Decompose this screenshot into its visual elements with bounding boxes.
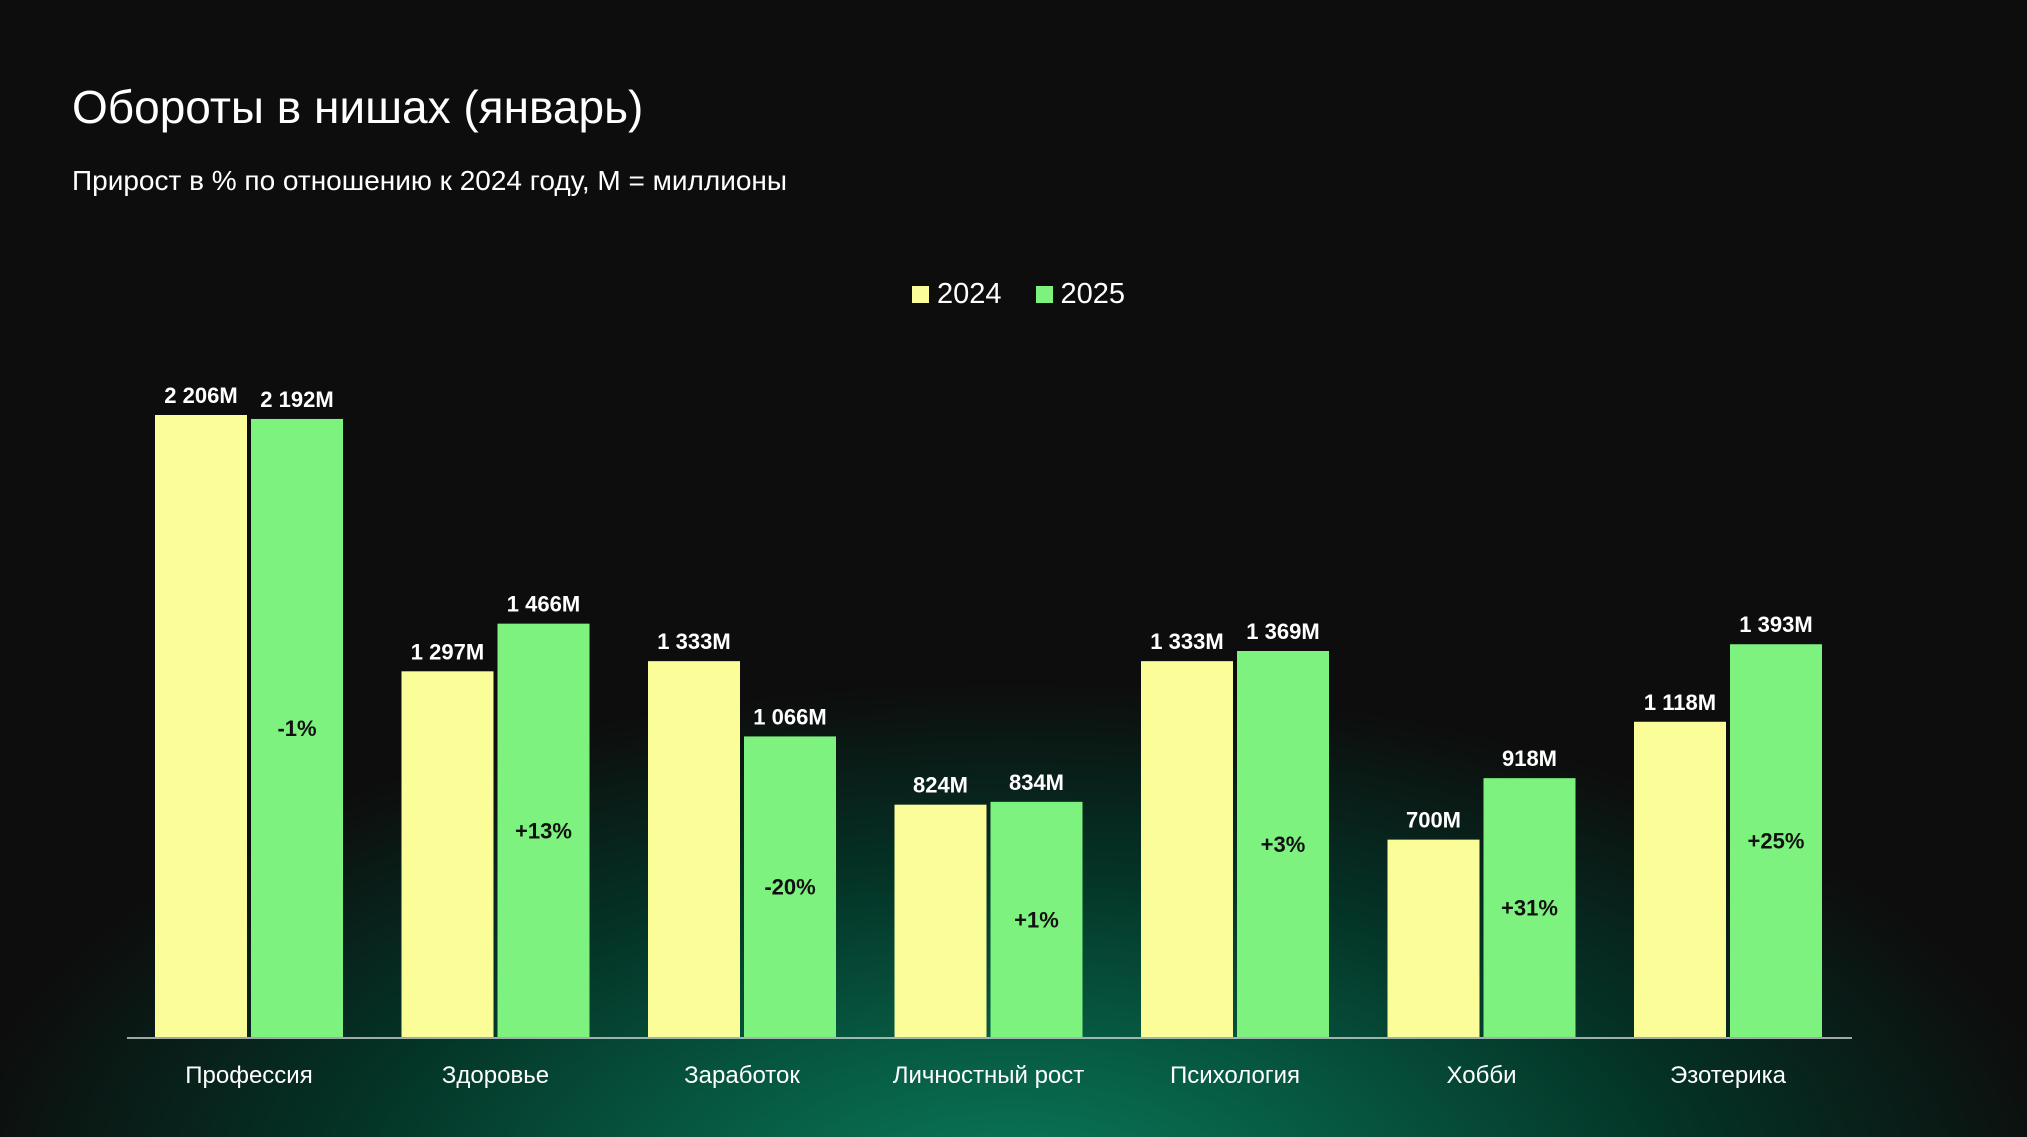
category-label-3: Личностный рост: [893, 1062, 1085, 1089]
bar-2025-4: [1237, 650, 1329, 1037]
category-label-6: Эзотерика: [1670, 1062, 1787, 1089]
bar-2024-3: [894, 804, 987, 1037]
bar-2025-3: [990, 801, 1083, 1037]
bar-2024-5: [1387, 839, 1480, 1037]
category-label-4: Психология: [1170, 1062, 1300, 1089]
value-label-2024-3: 824M: [913, 773, 968, 798]
legend-swatch-2024: [912, 286, 929, 303]
growth-label-1: +13%: [515, 818, 572, 843]
bar-2025-0: [251, 418, 343, 1038]
value-label-2024-2: 1 333M: [657, 629, 730, 654]
legend-swatch-2025: [1035, 286, 1053, 303]
value-label-2025-3: 834M: [1009, 770, 1064, 795]
bar-2024-1: [401, 671, 494, 1037]
legend-label-2025: 2025: [1060, 278, 1126, 310]
chart-subtitle: Прирост в % по отношению к 2024 году, M …: [72, 165, 788, 196]
value-label-2024-4: 1 333M: [1150, 629, 1223, 654]
value-label-2024-1: 1 297M: [411, 639, 484, 664]
bar-2024-0: [155, 415, 247, 1037]
category-label-5: Хобби: [1447, 1062, 1517, 1089]
value-label-2024-5: 700M: [1406, 808, 1461, 833]
growth-label-0: -1%: [277, 716, 316, 741]
growth-label-4: +3%: [1261, 832, 1306, 857]
value-label-2025-6: 1 393M: [1739, 612, 1812, 637]
value-label-2025-0: 2 192M: [260, 387, 333, 412]
legend-item-2024: 2024: [912, 278, 1002, 311]
value-label-2025-2: 1 066M: [753, 704, 826, 729]
category-label-0: Профессия: [185, 1062, 312, 1089]
bar-2025-5: [1483, 778, 1576, 1037]
bar-2025-6: [1730, 644, 1822, 1037]
growth-label-2: -20%: [764, 875, 815, 900]
bar-2025-2: [744, 736, 836, 1037]
bar-2024-2: [648, 661, 740, 1037]
category-label-2: Заработок: [684, 1062, 800, 1089]
legend-label-2024: 2024: [937, 278, 1002, 310]
legend: 2024 2025: [912, 278, 1125, 311]
category-label-1: Здоровье: [442, 1062, 549, 1089]
growth-label-3: +1%: [1014, 907, 1059, 932]
bar-2025-1: [497, 623, 590, 1037]
value-label-2025-5: 918M: [1502, 746, 1557, 771]
legend-item-2025: 2025: [1035, 278, 1126, 311]
value-label-2025-4: 1 369M: [1246, 619, 1319, 644]
growth-label-6: +25%: [1748, 829, 1805, 854]
value-label-2024-0: 2 206M: [164, 383, 237, 408]
growth-label-5: +31%: [1501, 896, 1558, 921]
chart-title: Обороты в нишах (январь): [72, 81, 644, 133]
bar-2024-6: [1634, 721, 1726, 1037]
value-label-2025-1: 1 466M: [507, 592, 580, 617]
bar-2024-4: [1141, 661, 1233, 1037]
value-label-2024-6: 1 118M: [1644, 690, 1716, 715]
